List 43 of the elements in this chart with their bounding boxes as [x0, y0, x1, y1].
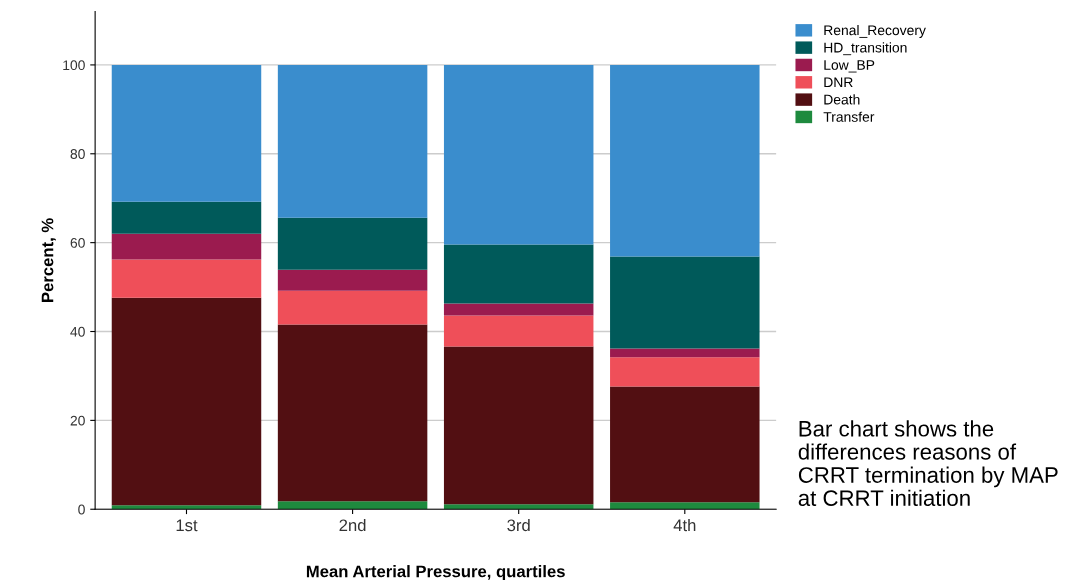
- bar: [277, 217, 428, 270]
- bar: [610, 256, 760, 349]
- bar: [443, 346, 594, 505]
- bar: [111, 64, 262, 202]
- bar: [277, 269, 428, 291]
- y-axis-title: Percent, %: [41, 218, 56, 302]
- x-axis-title: Mean Arterial Pressure, quartiles: [306, 565, 565, 580]
- bar: [610, 502, 760, 510]
- y-tick-label: 60: [70, 237, 85, 248]
- x-tick-label: 4th: [673, 518, 696, 532]
- x-tick-label: 1st: [176, 519, 198, 532]
- legend-label: DNR: [824, 77, 853, 88]
- bar: [111, 259, 262, 298]
- bar: [443, 244, 594, 304]
- bar: [610, 64, 760, 257]
- x-tick-label: 3rd: [507, 518, 530, 532]
- bar: [610, 348, 760, 358]
- y-tick-label: 20: [70, 415, 85, 426]
- bar: [610, 357, 760, 387]
- legend-label: Death: [824, 94, 860, 105]
- bar: [111, 505, 262, 510]
- bar: [277, 64, 428, 218]
- legend-label: Renal_Recovery: [824, 25, 926, 38]
- bar: [111, 233, 262, 260]
- bar: [443, 315, 594, 347]
- bar: [443, 64, 594, 245]
- y-tick-label: 80: [70, 149, 85, 159]
- bar: [111, 201, 262, 234]
- legend-label: Low_BP: [824, 60, 875, 73]
- bar: [277, 324, 428, 502]
- bar: [443, 303, 594, 316]
- bar: [277, 501, 428, 510]
- x-tick-label: 2nd: [339, 518, 366, 532]
- y-tick-label: 100: [63, 60, 85, 71]
- text: Bar chart shows the differences reasons of CRRT termination by MAP at CRRT initiation: [798, 420, 1058, 507]
- bar: [277, 290, 428, 325]
- y-tick-label: 0: [78, 504, 85, 515]
- bar: [443, 504, 594, 510]
- legend-label: HD_transition: [824, 42, 907, 56]
- y-tick-label: 40: [70, 326, 85, 337]
- bar: [610, 386, 760, 503]
- legend-label: Transfer: [823, 111, 875, 122]
- bar: [111, 297, 262, 506]
